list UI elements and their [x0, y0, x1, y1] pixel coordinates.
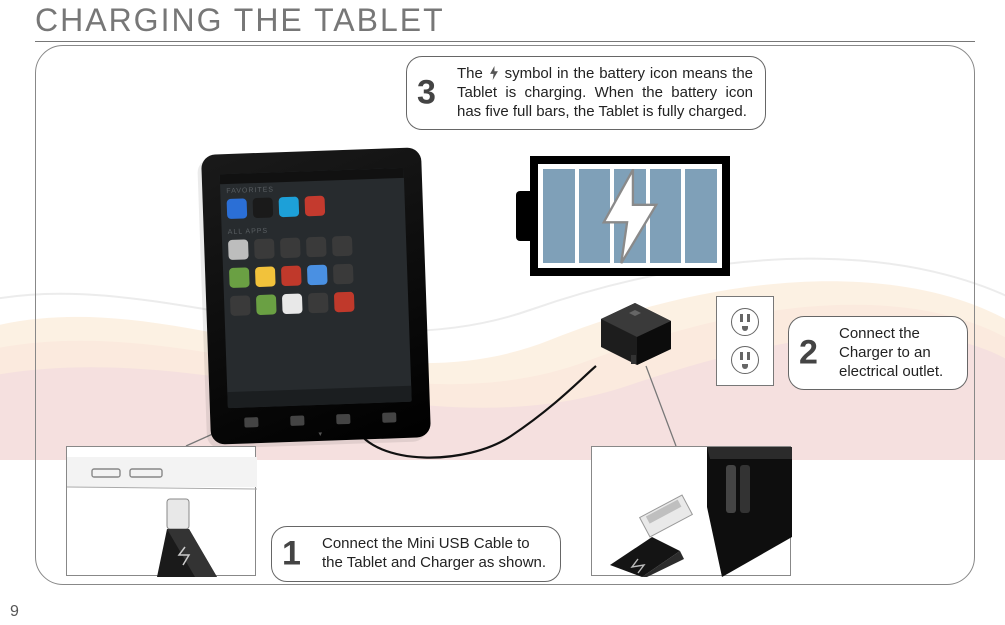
callout-step-2: 2 Connect the Charger to an electrical o…	[788, 316, 968, 390]
step-text-3: The symbol in the battery icon means the…	[457, 65, 753, 121]
callout-step-1: 1 Connect the Mini USB Cable to the Tabl…	[271, 526, 561, 582]
detail-charger-usb	[591, 446, 791, 576]
dock	[227, 386, 411, 408]
step3-text-b: symbol in the battery icon means the Tab…	[457, 65, 753, 120]
app-icon	[332, 236, 353, 257]
app-icon	[334, 292, 355, 313]
app-icon	[279, 197, 300, 218]
detail-miniusb	[66, 446, 256, 576]
app-icon	[230, 295, 251, 316]
app-icon	[254, 238, 275, 259]
battery-bolt-icon	[595, 169, 665, 264]
app-icon	[228, 239, 249, 260]
app-icon	[282, 293, 303, 314]
app-icon	[308, 293, 329, 314]
charger-illustration	[591, 299, 681, 364]
app-icon	[253, 197, 274, 218]
step-number-2: 2	[799, 334, 818, 373]
electrical-outlet	[716, 296, 774, 386]
tablet-illustration: FAVORITES ALL APPS ▼	[201, 147, 431, 445]
app-icon	[281, 266, 302, 287]
callout-step-3: 3 The symbol in the battery icon means t…	[406, 56, 766, 130]
page-title: CHARGING THE TABLET	[35, 2, 975, 42]
app-icon	[306, 237, 327, 258]
apps-row-3	[224, 288, 409, 322]
app-icon	[280, 238, 301, 259]
page-number: 9	[10, 603, 19, 621]
app-icon	[305, 196, 326, 217]
battery-icon	[516, 156, 731, 276]
step-text-2: Connect the Charger to an electrical out…	[839, 325, 955, 381]
app-icon	[307, 265, 328, 286]
main-panel: 3 The symbol in the battery icon means t…	[35, 45, 975, 585]
app-icon	[333, 264, 354, 285]
app-icon	[227, 198, 248, 219]
step-text-1: Connect the Mini USB Cable to the Tablet…	[322, 535, 548, 573]
bolt-icon	[488, 66, 500, 80]
app-icon	[255, 266, 276, 287]
step-number-1: 1	[282, 534, 301, 573]
step3-text-a: The	[457, 65, 488, 82]
step-number-3: 3	[417, 74, 436, 113]
app-icon	[229, 267, 250, 288]
app-icon	[256, 294, 277, 315]
